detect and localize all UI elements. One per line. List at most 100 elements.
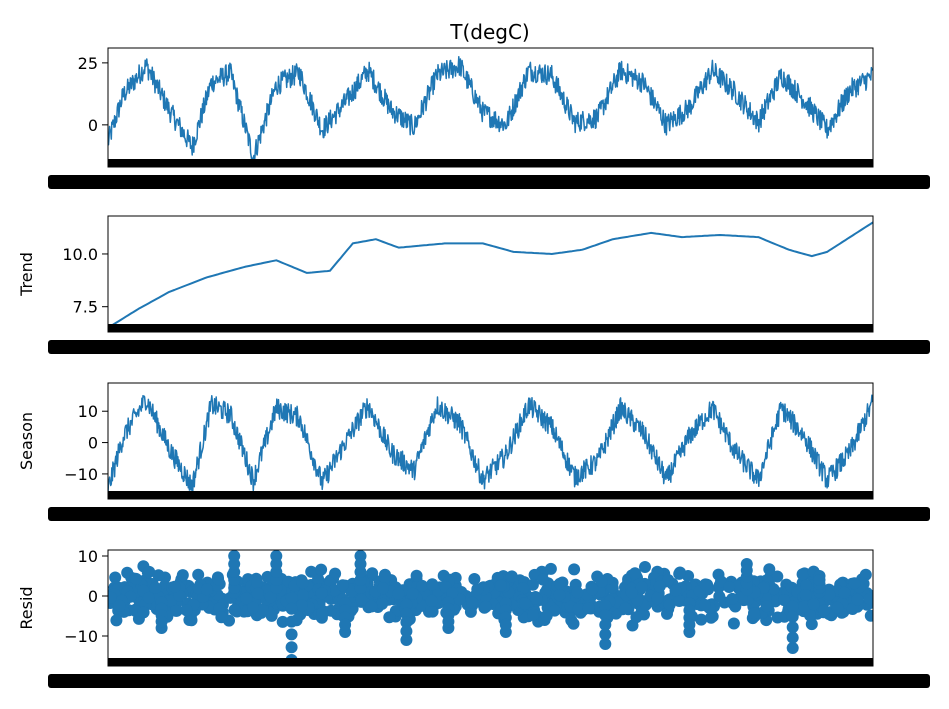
series-line-observed xyxy=(108,55,873,164)
residual-point xyxy=(669,584,682,597)
residual-point xyxy=(200,583,213,596)
residual-point xyxy=(740,564,753,577)
residual-point xyxy=(572,603,585,615)
residual-point xyxy=(599,618,612,631)
residual-point xyxy=(168,580,181,593)
axes-frame-observed xyxy=(107,47,874,168)
residual-point xyxy=(544,562,557,575)
residual-point xyxy=(726,592,739,605)
residual-point xyxy=(796,568,809,581)
residual-point xyxy=(629,567,641,580)
residual-point xyxy=(763,563,776,576)
residual-point xyxy=(630,611,643,624)
residual-point xyxy=(537,573,549,586)
residual-point xyxy=(354,558,367,570)
residual-point xyxy=(471,583,484,596)
residual-point xyxy=(251,587,264,600)
residual-point xyxy=(800,579,812,592)
chart-title: T(degC) xyxy=(449,20,529,44)
residual-point xyxy=(155,615,168,628)
residual-point xyxy=(305,565,318,578)
residual-point xyxy=(406,587,419,600)
residual-point xyxy=(831,601,844,614)
residual-point xyxy=(851,593,864,606)
residual-point xyxy=(599,609,612,622)
residual-point xyxy=(517,582,530,595)
residual-point xyxy=(846,603,859,615)
residual-point xyxy=(651,592,664,605)
residual-point xyxy=(599,599,612,612)
y-tick-label: 10 xyxy=(78,402,98,421)
x-tick-band-observed xyxy=(108,159,873,167)
axes-frame-seasonal xyxy=(107,382,874,500)
residual-point xyxy=(625,586,638,599)
series-line-seasonal xyxy=(108,394,873,495)
residual-point xyxy=(410,569,423,582)
residual-point xyxy=(108,591,117,604)
residual-point xyxy=(173,589,186,602)
residual-point xyxy=(339,618,352,631)
residual-point xyxy=(663,598,676,611)
residual-point xyxy=(336,579,349,592)
residual-point xyxy=(285,615,298,628)
residual-point xyxy=(727,617,740,630)
residual-point xyxy=(142,591,155,604)
residual-point xyxy=(176,569,189,582)
series-line-trend xyxy=(108,221,873,329)
residual-point xyxy=(345,585,358,598)
residual-point xyxy=(285,592,298,605)
x-tick-labels-resid xyxy=(48,674,930,688)
residual-point xyxy=(400,616,413,629)
residual-point xyxy=(530,592,543,605)
panel-trend: 7.5 10.0 Trend xyxy=(17,215,930,354)
residual-point xyxy=(567,617,580,630)
residual-point xyxy=(425,604,437,617)
residual-point xyxy=(240,592,253,605)
residual-point xyxy=(466,596,479,609)
residual-point xyxy=(705,611,718,624)
residual-point xyxy=(110,614,123,627)
y-tick-label: 10 xyxy=(78,547,98,566)
residual-point xyxy=(526,578,539,591)
residual-point xyxy=(619,602,632,615)
residual-point xyxy=(247,601,260,614)
panels-group: 0 25 7.5 10.0 Trend −10 0 10 Season −10 0 10 Resid xyxy=(17,47,930,688)
y-axis-label-seasonal: Season xyxy=(17,412,36,470)
residual-point xyxy=(215,611,228,624)
y-tick-label: 0 xyxy=(88,116,98,135)
residual-point xyxy=(276,615,289,628)
residual-point xyxy=(798,600,811,613)
residual-point xyxy=(571,586,584,599)
residual-point xyxy=(212,573,225,586)
panel-observed: 0 25 xyxy=(48,47,930,189)
plot-area-trend xyxy=(108,221,873,329)
residual-extreme-point xyxy=(599,638,612,650)
residual-point xyxy=(859,568,872,581)
residual-point xyxy=(376,582,389,595)
residual-point xyxy=(113,599,126,612)
residual-point xyxy=(376,597,389,610)
residual-point xyxy=(285,641,298,654)
residual-point xyxy=(264,591,277,604)
residual-point xyxy=(838,586,851,599)
residual-point xyxy=(495,579,507,592)
residual-point xyxy=(285,628,298,641)
residual-point xyxy=(863,592,873,605)
residual-point xyxy=(499,618,512,631)
x-tick-labels-trend xyxy=(48,340,930,354)
residual-point xyxy=(568,563,581,576)
residual-point xyxy=(673,595,686,607)
residual-point xyxy=(519,597,531,610)
residual-point xyxy=(748,607,760,620)
residual-point xyxy=(662,574,675,586)
residual-point xyxy=(425,594,438,607)
residual-point xyxy=(383,611,396,624)
residual-point xyxy=(143,565,156,578)
residual-point xyxy=(270,558,283,570)
residual-point xyxy=(464,605,477,618)
residual-point xyxy=(479,600,492,613)
residual-point xyxy=(635,581,648,594)
residual-point xyxy=(400,598,413,611)
panel-resid: −10 0 10 Resid xyxy=(17,547,930,688)
residual-point xyxy=(365,600,378,613)
